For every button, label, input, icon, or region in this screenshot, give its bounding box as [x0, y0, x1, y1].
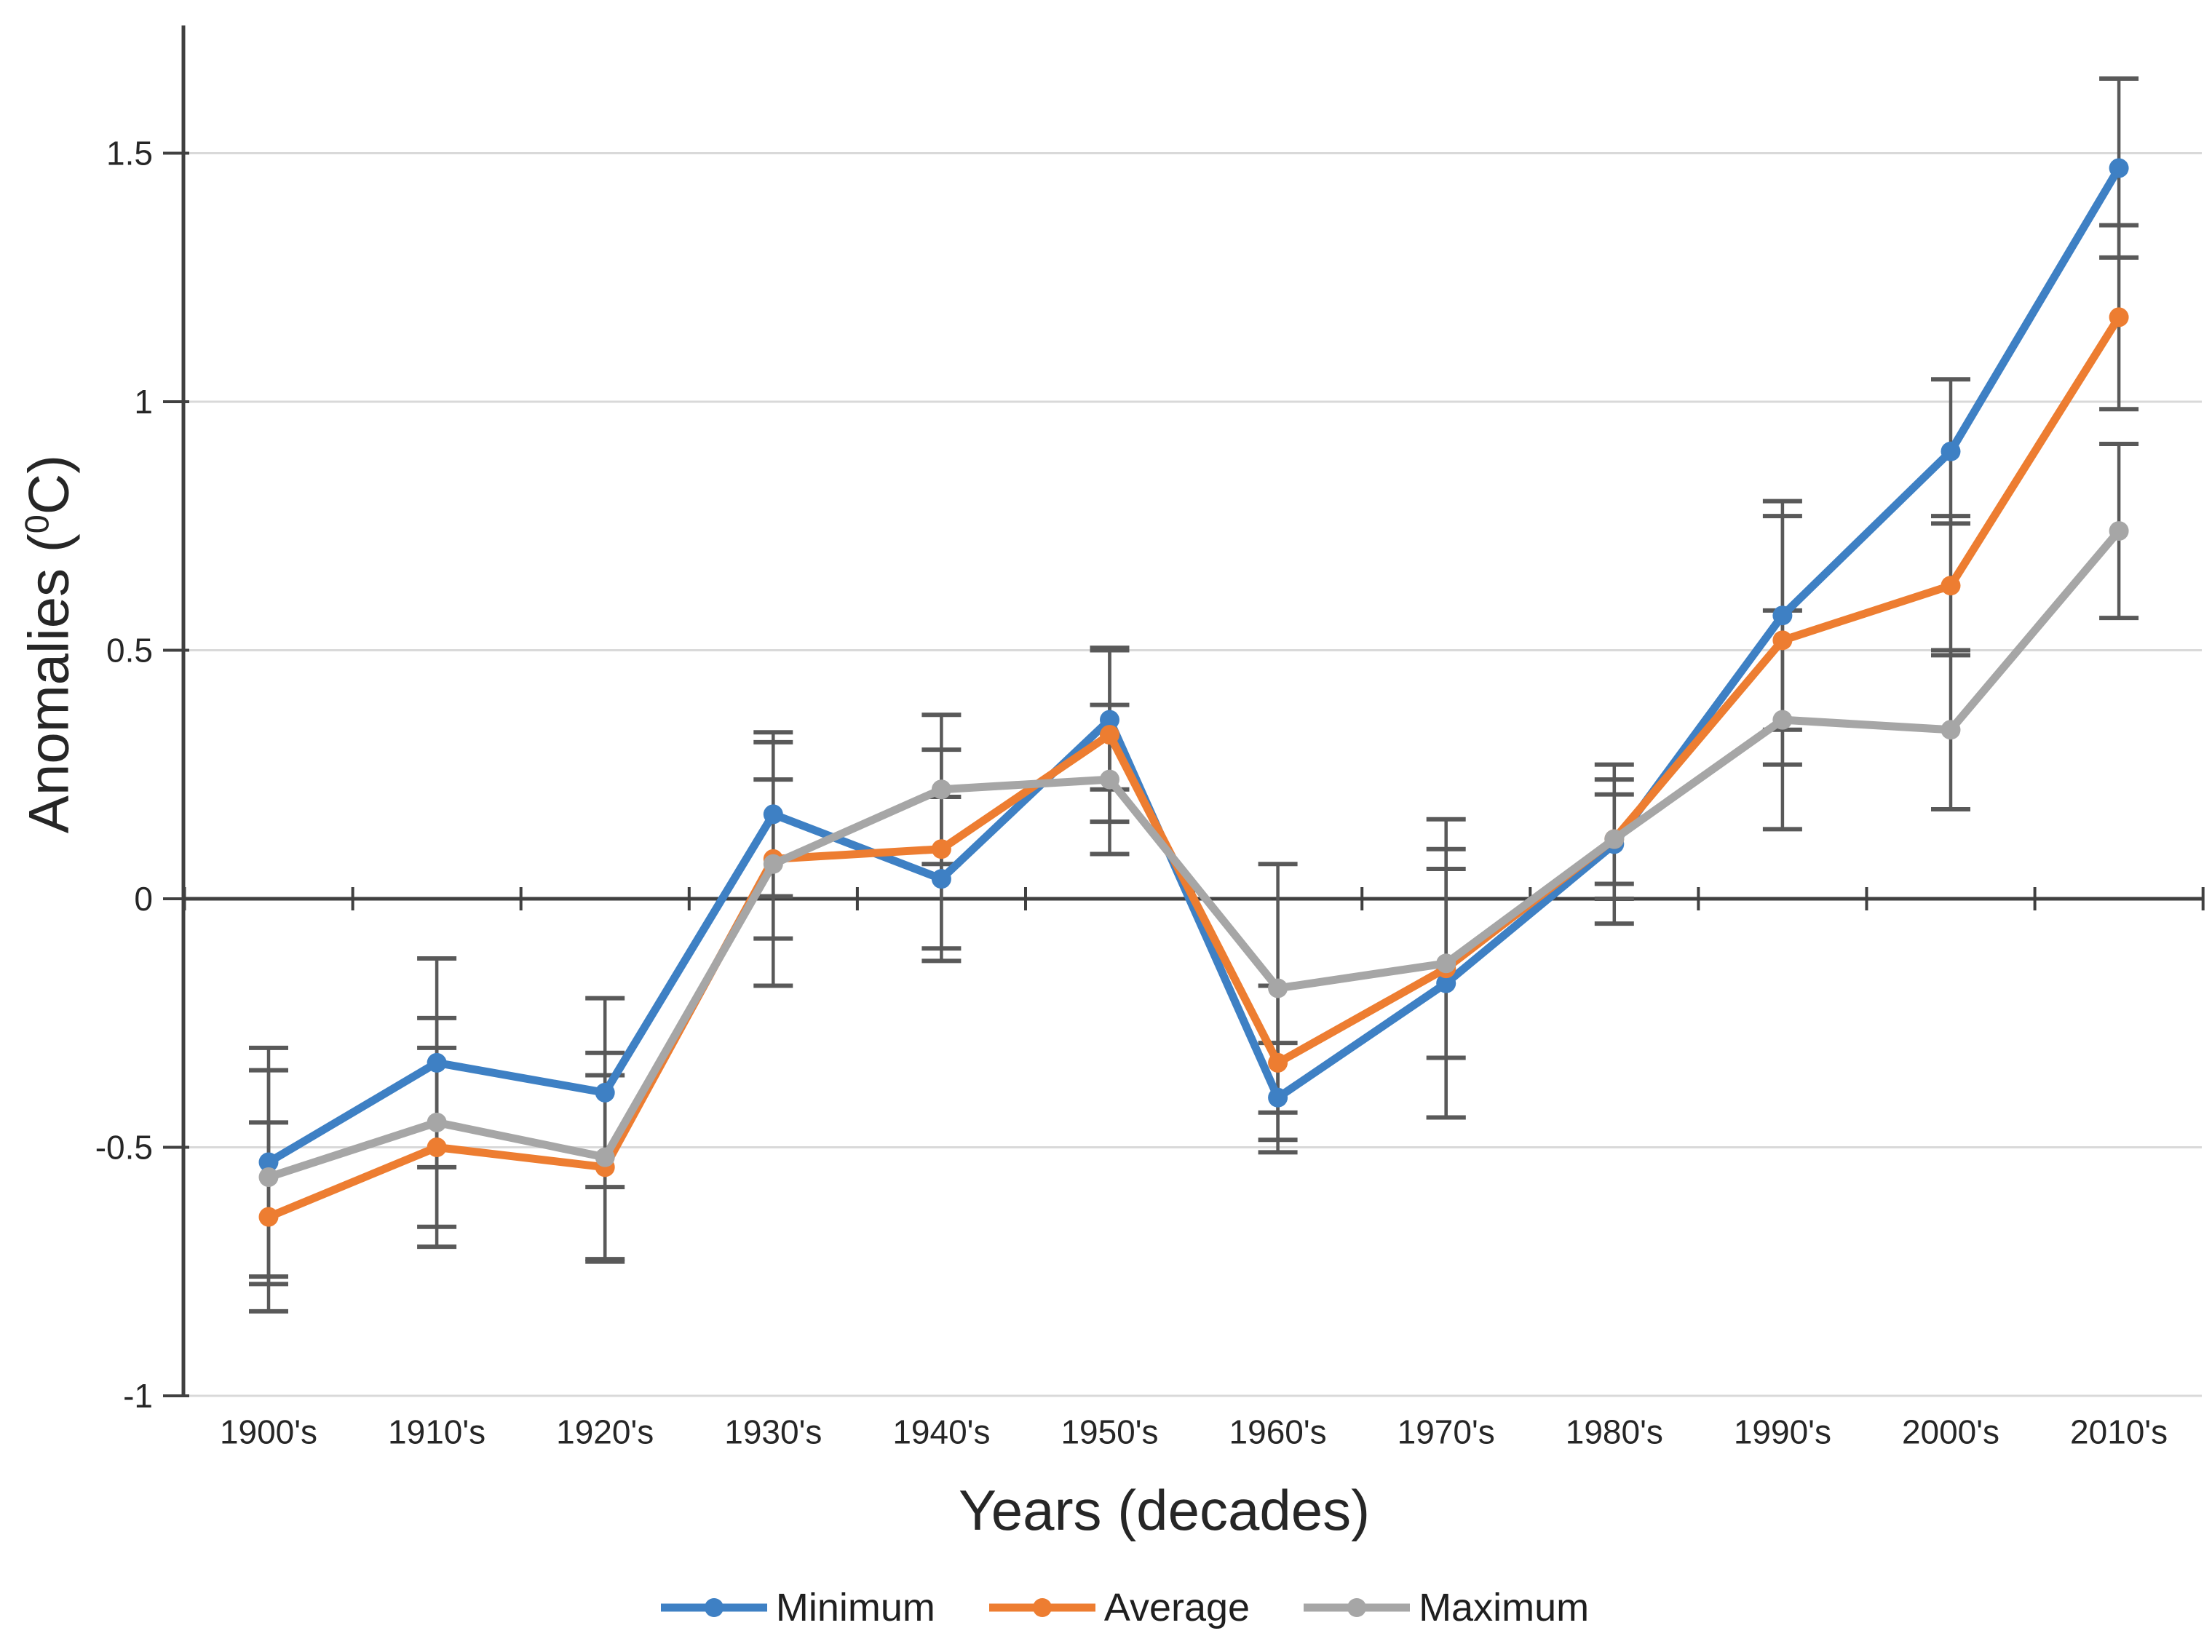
y-tick-label: -0.5: [95, 1129, 153, 1167]
legend: Minimum Average Maximum: [0, 1585, 2212, 1630]
data-point-average-1990's: [1772, 630, 1793, 651]
y-axis-title-superscript: 0: [17, 515, 56, 534]
y-axis-title-text: Anomalies (: [16, 533, 81, 834]
data-point-average-2010's: [2109, 307, 2129, 327]
y-tick-label: 1: [134, 383, 153, 421]
data-point-average-1910's: [427, 1137, 447, 1157]
data-point-minimum-2000's: [1941, 441, 1961, 461]
legend-key-line-icon: [1304, 1598, 1411, 1617]
data-point-minimum-1990's: [1772, 605, 1793, 626]
data-point-average-1940's: [931, 839, 951, 859]
x-tick-label: 1900's: [220, 1413, 317, 1451]
data-point-maximum-1990's: [1772, 710, 1793, 730]
data-point-minimum-1950's: [1100, 710, 1119, 730]
data-point-maximum-1980's: [1604, 829, 1625, 849]
legend-item-maximum: Maximum: [1302, 1585, 1589, 1630]
data-point-minimum-1970's: [1436, 973, 1456, 993]
data-point-maximum-1970's: [1436, 953, 1456, 974]
data-point-minimum-1910's: [427, 1052, 447, 1073]
x-tick-label: 1980's: [1566, 1413, 1663, 1451]
data-point-minimum-2010's: [2109, 158, 2129, 178]
legend-item-minimum: Minimum: [659, 1585, 935, 1630]
x-tick-label: 1910's: [388, 1413, 485, 1451]
legend-label-maximum: Maximum: [1419, 1586, 1590, 1629]
legend-key-line-icon: [660, 1598, 767, 1617]
series-line-maximum: [264, 527, 2123, 1181]
x-tick-label: 2000's: [1902, 1413, 1999, 1451]
x-tick-label: 1960's: [1229, 1413, 1327, 1451]
data-point-average-2000's: [1941, 576, 1961, 596]
y-tick-label: 0: [134, 880, 153, 918]
x-tick-label: 1990's: [1734, 1413, 1831, 1451]
data-point-maximum-2010's: [2109, 521, 2129, 541]
legend-label-average: Average: [1103, 1586, 1250, 1629]
x-tick-label: 1970's: [1398, 1413, 1495, 1451]
data-point-maximum-1940's: [931, 779, 951, 800]
x-tick-label: 1940's: [892, 1413, 990, 1451]
y-axis-title: Anomalies (0C): [16, 455, 82, 833]
data-point-average-1950's: [1100, 725, 1119, 745]
data-point-minimum-1920's: [595, 1082, 615, 1103]
data-point-maximum-1950's: [1100, 769, 1119, 790]
y-tick-label: -1: [123, 1377, 153, 1415]
legend-label-minimum: Minimum: [775, 1586, 935, 1629]
x-tick-label: 2010's: [2070, 1413, 2168, 1451]
data-point-average-1960's: [1268, 1052, 1288, 1073]
legend-item-average: Average: [988, 1585, 1250, 1630]
data-point-maximum-1910's: [427, 1112, 447, 1132]
series-line-average: [264, 313, 2123, 1221]
data-point-maximum-1920's: [595, 1147, 615, 1167]
x-tick-label: 1930's: [724, 1413, 822, 1451]
data-point-maximum-1930's: [763, 854, 783, 874]
x-tick-label: 1950's: [1061, 1413, 1158, 1451]
legend-key-line-icon: [988, 1598, 1095, 1617]
data-point-maximum-1960's: [1268, 978, 1288, 998]
x-axis-title: Years (decades): [958, 1478, 1371, 1542]
data-point-average-1900's: [258, 1207, 279, 1227]
x-tick-label: 1920's: [556, 1413, 654, 1451]
data-point-maximum-1900's: [258, 1167, 279, 1187]
y-axis-title-text-end: C): [16, 454, 81, 515]
y-tick-label: 1.5: [106, 135, 153, 172]
data-point-minimum-1930's: [763, 804, 783, 825]
data-point-minimum-1900's: [258, 1152, 279, 1172]
y-tick-label: 0.5: [106, 632, 153, 670]
data-point-maximum-2000's: [1941, 720, 1961, 740]
data-point-minimum-1940's: [931, 869, 951, 889]
data-point-minimum-1960's: [1268, 1087, 1288, 1108]
series-line-minimum: [264, 164, 2123, 1167]
